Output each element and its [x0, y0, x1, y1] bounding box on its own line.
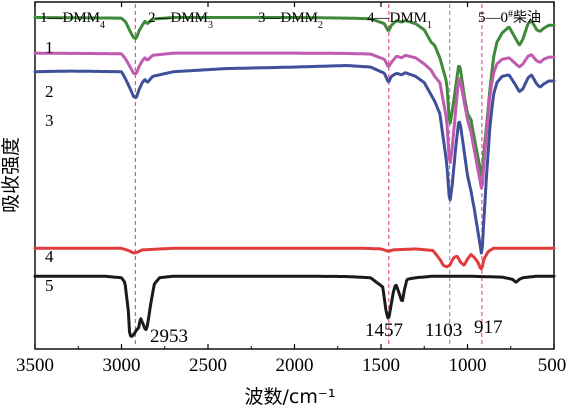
legend: 1—DMM4 2—DMM3 3—DMM2 4—DMM1 5—0#柴油: [40, 9, 541, 31]
peak-label-917: 917: [474, 317, 503, 338]
peak-label-1457: 1457: [365, 320, 403, 341]
series-2-number: 2: [45, 82, 54, 101]
series-3-number: 3: [45, 111, 54, 130]
legend-item-5: 5—0#柴油: [478, 9, 541, 27]
peak-label-1103: 1103: [425, 320, 462, 341]
peak-labels: 2953 1457 1103 917: [150, 317, 503, 347]
legend-item-4: 4—DMM1: [367, 10, 432, 31]
x-tick-label-3500: 3500: [16, 355, 54, 376]
series-4-number: 4: [45, 247, 54, 266]
y-axis-title: 吸收强度: [0, 137, 22, 213]
series-layer: [33, 16, 556, 338]
x-tick-label-3000: 3000: [103, 355, 141, 376]
x-tick-label-1500: 1500: [362, 355, 400, 376]
peak-label-2953: 2953: [150, 326, 188, 347]
series-5-number: 5: [45, 276, 54, 295]
legend-item-2: 2—DMM3: [148, 10, 213, 31]
series-3-line: [33, 64, 556, 255]
x-tick-label-2500: 2500: [189, 355, 227, 376]
reference-lines: [134, 4, 483, 347]
x-tick-label-2000: 2000: [276, 355, 314, 376]
x-tick-label-500: 500: [538, 355, 567, 376]
series-4-line: [33, 246, 556, 271]
x-axis-ticks: 3500 3000 2500 2000 1500 1000 500: [16, 2, 566, 376]
x-tick-label-1000: 1000: [449, 355, 487, 376]
series-number-labels: 1 2 3 4 5: [45, 38, 54, 295]
series-5-line: [33, 274, 556, 338]
series-2-line: [33, 51, 556, 190]
x-axis-title: 波数/cm⁻¹: [244, 386, 335, 408]
legend-item-1: 1—DMM4: [40, 10, 105, 31]
legend-item-3: 3—DMM2: [258, 10, 323, 31]
series-1-number: 1: [45, 38, 54, 57]
